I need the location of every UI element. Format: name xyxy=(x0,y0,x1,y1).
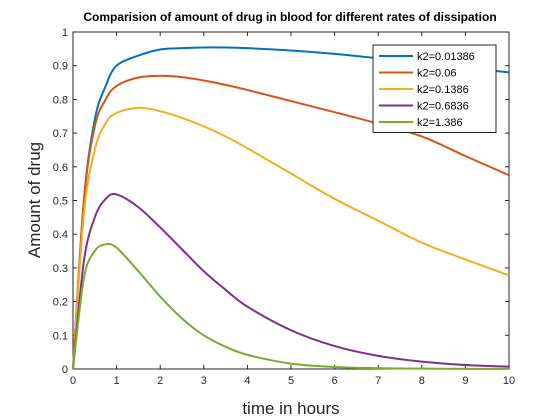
x-tick-label: 7 xyxy=(375,375,381,387)
chart-title: Comparision of amount of drug in blood f… xyxy=(83,10,496,24)
x-tick-label: 2 xyxy=(157,375,163,387)
legend-label: k2=0.01386 xyxy=(417,51,475,63)
x-tick-label: 0 xyxy=(70,375,76,387)
y-tick-label: 0 xyxy=(62,364,68,376)
axis-ticks: 0 1 2 3 4 5 6 7 8 9 10 0 0.1 0.2 0.3 0.4 0.5 0.6 0.7 0.8 0.9… xyxy=(53,27,515,387)
x-tick-label: 1 xyxy=(114,375,120,387)
x-tick-label: 4 xyxy=(244,375,250,387)
series-line-4 xyxy=(72,192,510,370)
x-tick-label: 8 xyxy=(419,375,425,387)
x-tick-label: 3 xyxy=(201,375,207,387)
x-axis-label: time in hours xyxy=(242,399,339,418)
legend-label: k2=1.386 xyxy=(417,117,463,129)
y-axis-label: Amount of drug xyxy=(25,142,44,258)
y-tick-label: 0.6 xyxy=(53,162,68,174)
y-tick-label: 0.7 xyxy=(53,128,68,140)
legend-label: k2=0.1386 xyxy=(417,84,469,96)
x-tick-label: 6 xyxy=(332,375,338,387)
y-tick-label: 0.8 xyxy=(53,94,68,106)
legend: k2=0.01386 k2=0.06 k2=0.1386 k2=0.6836 k2=1.… xyxy=(372,44,497,133)
y-tick-label: 0.5 xyxy=(53,196,68,208)
series-line-5 xyxy=(72,242,510,370)
y-tick-label: 0.4 xyxy=(53,229,68,241)
legend-label: k2=0.06 xyxy=(417,68,456,80)
y-tick-label: 0.9 xyxy=(53,61,68,73)
series-line-3 xyxy=(72,106,510,370)
y-tick-label: 0.3 xyxy=(53,263,68,275)
x-tick-label: 9 xyxy=(462,375,468,387)
y-tick-label: 1 xyxy=(62,27,68,39)
x-tick-label: 10 xyxy=(503,375,515,387)
x-tick-label: 5 xyxy=(288,375,294,387)
legend-label: k2=0.6836 xyxy=(417,101,469,113)
y-tick-label: 0.2 xyxy=(53,297,68,309)
y-tick-label: 0.1 xyxy=(53,330,68,342)
